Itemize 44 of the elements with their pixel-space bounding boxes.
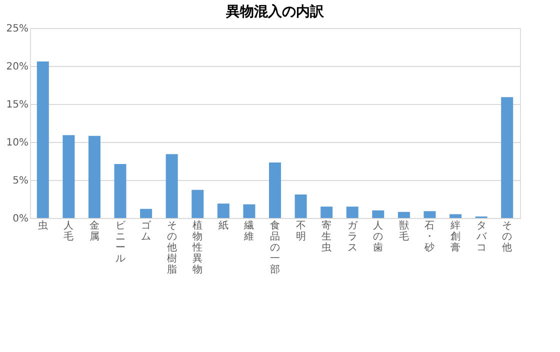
x-tick-label: 植物性異物 bbox=[192, 220, 203, 276]
y-tick-label: 15% bbox=[6, 100, 28, 110]
x-tick-label: ゴム bbox=[141, 220, 152, 242]
bar bbox=[320, 206, 333, 218]
bar bbox=[88, 136, 100, 218]
x-tick-label: 寄生虫 bbox=[322, 220, 332, 254]
bar bbox=[424, 211, 436, 218]
x-tick-label: その他樹脂 bbox=[166, 220, 177, 276]
chart-title: 異物混入の内訳 bbox=[225, 4, 325, 20]
bar bbox=[269, 162, 281, 218]
x-tick-label: 石・砂 bbox=[424, 220, 435, 254]
bar bbox=[450, 214, 462, 218]
bar bbox=[217, 204, 230, 218]
x-tick-label: 紙 bbox=[218, 220, 228, 232]
x-tick-label: 食品の一部 bbox=[270, 220, 280, 276]
x-tick-label: ビニール bbox=[115, 220, 126, 264]
bar bbox=[346, 206, 358, 218]
x-tick-label: 金属 bbox=[89, 220, 100, 242]
y-tick-label: 10% bbox=[6, 138, 28, 148]
y-tick-label: 0% bbox=[12, 214, 28, 224]
bar bbox=[114, 164, 126, 218]
x-tick-label: 獣毛 bbox=[398, 220, 409, 242]
x-tick-label: 虫 bbox=[38, 220, 48, 232]
x-tick-label: ガラス bbox=[347, 220, 358, 254]
y-tick-label: 25% bbox=[6, 24, 28, 34]
x-tick-label: 人の歯 bbox=[373, 220, 384, 254]
bar bbox=[36, 61, 49, 218]
bar bbox=[398, 212, 410, 218]
bar bbox=[62, 135, 75, 218]
bar bbox=[501, 97, 514, 218]
y-tick-label: 5% bbox=[12, 176, 28, 186]
bar bbox=[243, 204, 256, 218]
bar bbox=[166, 154, 178, 218]
y-tick-label: 20% bbox=[6, 62, 28, 72]
bar bbox=[140, 208, 152, 218]
bar bbox=[372, 210, 384, 218]
bar bbox=[294, 194, 307, 218]
x-tick-label: 繊維 bbox=[243, 220, 254, 242]
x-tick-label: 人毛 bbox=[64, 220, 74, 242]
x-tick-label: 絆創膏 bbox=[450, 220, 461, 254]
x-tick-label: 不明 bbox=[296, 220, 306, 242]
x-tick-label: タバコ bbox=[475, 220, 488, 254]
x-tick-label: その他 bbox=[502, 220, 512, 254]
bar bbox=[192, 190, 204, 218]
